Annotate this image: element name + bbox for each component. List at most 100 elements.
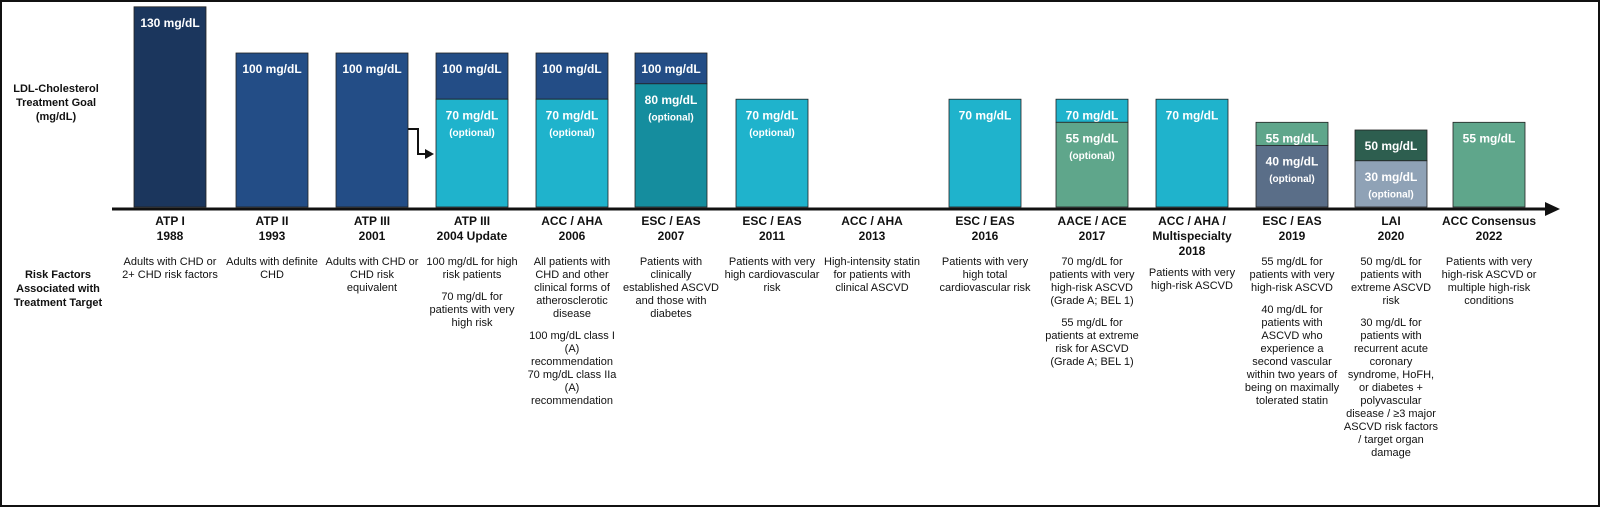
risk-text: Adults with CHD or 2+ CHD risk factors xyxy=(122,256,218,281)
risk-text: 30 mg/dL for patients with recurrent acu… xyxy=(1343,317,1439,459)
goal-label: 100 mg/dL xyxy=(641,62,700,76)
guideline-title: ACC / AHA xyxy=(541,214,603,228)
goal-axis-label: LDL-Cholesterol Treatment Goal (mg/dL) xyxy=(13,83,99,123)
goal-note: (optional) xyxy=(549,128,595,139)
risk-axis-label: Risk Factors Associated with Treatment T… xyxy=(13,269,103,309)
goal-label: 70 mg/dL xyxy=(446,108,499,122)
goal-bar xyxy=(1155,98,1229,208)
goal-label: 70 mg/dL xyxy=(1066,108,1119,122)
guideline-title: Multispecialty xyxy=(1152,229,1232,243)
risk-factors: Adults with CHD or CHD risk equivalent xyxy=(324,256,420,304)
guideline-title: 2013 xyxy=(859,229,886,243)
goal-bar xyxy=(435,98,509,208)
goal-bar xyxy=(1055,121,1129,208)
goal-label: 70 mg/dL xyxy=(746,108,799,122)
risk-factors: High-intensity statin for patients with … xyxy=(824,256,920,304)
goal-label: 80 mg/dL xyxy=(645,93,698,107)
axis-arrowhead xyxy=(1545,202,1560,216)
guideline-title: ATP III xyxy=(454,214,490,228)
goal-label: 50 mg/dL xyxy=(1365,139,1418,153)
risk-text: Patients with very high-risk ASCVD or mu… xyxy=(1441,256,1537,307)
goal-bar xyxy=(1354,129,1428,162)
risk-text: Patients with very high total cardiovasc… xyxy=(939,256,1031,294)
guideline-title: 1993 xyxy=(259,229,286,243)
goal-label: 100 mg/dL xyxy=(442,62,501,76)
goal-label: 100 mg/dL xyxy=(342,62,401,76)
guideline-title: ACC Consensus xyxy=(1442,214,1536,228)
risk-text: 100 mg/dL for high risk patients xyxy=(426,256,518,281)
guideline-title: 2019 xyxy=(1279,229,1306,243)
goal-label: 55 mg/dL xyxy=(1066,131,1119,145)
goal-label: 70 mg/dL xyxy=(1166,108,1219,122)
goal-bar xyxy=(634,83,708,208)
goal-label: 130 mg/dL xyxy=(140,16,199,30)
risk-factors: Patients with very high-risk ASCVD xyxy=(1144,267,1240,302)
goal-bar xyxy=(634,52,708,85)
risk-factors: Patients with very high-risk ASCVD or mu… xyxy=(1441,256,1537,317)
goal-note: (optional) xyxy=(648,112,694,123)
goal-note: (optional) xyxy=(1269,174,1315,185)
goal-label: 100 mg/dL xyxy=(242,62,301,76)
guideline-title: 2011 xyxy=(759,229,785,243)
goal-label: 40 mg/dL xyxy=(1266,155,1319,169)
goal-bar xyxy=(1452,121,1526,208)
risk-text: 70 mg/dL for patients with very high-ris… xyxy=(1049,256,1135,307)
goal-label: 55 mg/dL xyxy=(1463,131,1516,145)
risk-text: 55 mg/dL for patients with very high-ris… xyxy=(1249,256,1335,294)
risk-text: Adults with CHD or CHD risk equivalent xyxy=(325,256,419,294)
guideline-title: 2006 xyxy=(559,229,586,243)
guideline-title: LAI xyxy=(1381,214,1400,228)
risk-text: Adults with definite CHD xyxy=(226,256,318,281)
guideline-title: 2007 xyxy=(658,229,685,243)
goal-note: (optional) xyxy=(449,128,495,139)
risk-factors: 70 mg/dL for patients with very high-ris… xyxy=(1044,256,1140,378)
goal-label: 30 mg/dL xyxy=(1365,170,1418,184)
goal-bar xyxy=(1255,144,1329,208)
guideline-title: ACC / AHA / xyxy=(1158,214,1226,228)
goal-bar xyxy=(948,98,1022,208)
goal-bar xyxy=(435,52,509,100)
guideline-title: AACE / ACE xyxy=(1058,214,1127,228)
goal-note: (optional) xyxy=(1368,189,1414,200)
guideline-title: 2018 xyxy=(1179,244,1206,258)
risk-text: 40 mg/dL for patients with ASCVD who exp… xyxy=(1244,304,1340,407)
goal-bar xyxy=(535,52,609,100)
risk-factors: 55 mg/dL for patients with very high-ris… xyxy=(1244,256,1340,417)
update-arrowhead xyxy=(425,149,434,159)
goal-bar xyxy=(1354,160,1428,208)
goal-bar xyxy=(335,52,409,208)
risk-text: Patients with very high cardiovascular r… xyxy=(724,256,820,294)
goal-label: 70 mg/dL xyxy=(959,108,1012,122)
risk-factors: Adults with definite CHD xyxy=(224,256,320,291)
risk-factors: Patients with clinically established ASC… xyxy=(623,256,719,330)
guideline-title: ACC / AHA xyxy=(841,214,903,228)
risk-text: 100 mg/dL class I (A) recommendation 70 … xyxy=(527,330,617,407)
guideline-title: 2016 xyxy=(972,229,999,243)
guideline-title: ESC / EAS xyxy=(742,214,801,228)
guideline-title: ATP I xyxy=(155,214,185,228)
guideline-title: 2001 xyxy=(359,229,386,243)
risk-factors: 50 mg/dL for patients with extreme ASCVD… xyxy=(1343,256,1439,469)
goal-label: 55 mg/dL xyxy=(1266,131,1319,145)
goal-bar xyxy=(735,98,809,208)
risk-text: 50 mg/dL for patients with extreme ASCVD… xyxy=(1350,256,1432,307)
guideline-title: ATP II xyxy=(256,214,289,228)
goal-note: (optional) xyxy=(749,128,795,139)
guideline-title: 1988 xyxy=(157,229,184,243)
risk-factors: Patients with very high total cardiovasc… xyxy=(937,256,1033,304)
guideline-title: ESC / EAS xyxy=(641,214,700,228)
risk-factors: All patients with CHD and other clinical… xyxy=(524,256,620,417)
risk-text: 70 mg/dL for patients with very high ris… xyxy=(429,291,515,329)
goal-bar xyxy=(133,6,207,208)
risk-text: Patients with clinically established ASC… xyxy=(623,256,719,320)
goal-label: 70 mg/dL xyxy=(546,108,599,122)
risk-factors: Patients with very high cardiovascular r… xyxy=(724,256,820,304)
goal-bar xyxy=(235,52,309,208)
guideline-title: 2017 xyxy=(1079,229,1106,243)
guideline-title: 2020 xyxy=(1378,229,1405,243)
goal-note: (optional) xyxy=(1069,151,1115,162)
update-arrow xyxy=(408,128,427,155)
goal-bar xyxy=(535,98,609,208)
